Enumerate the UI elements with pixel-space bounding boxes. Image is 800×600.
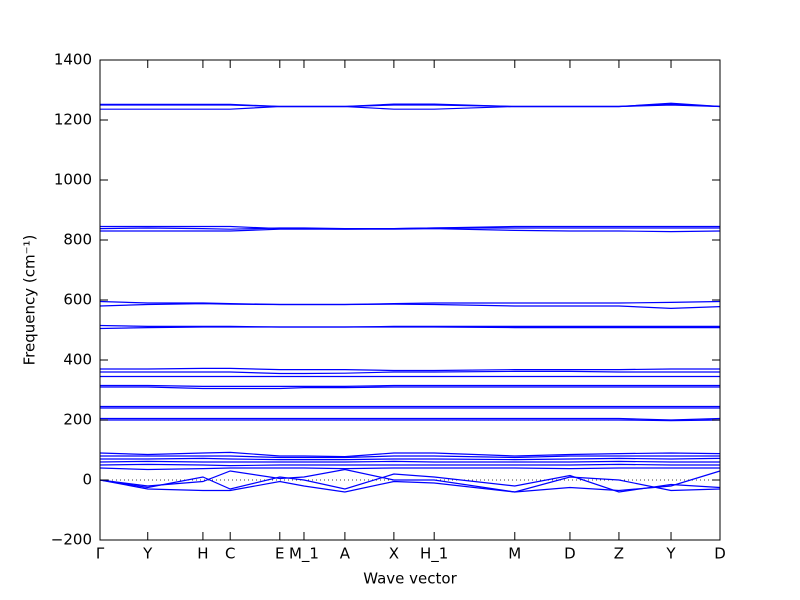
y-tick-label: 600	[63, 291, 92, 309]
band-line	[99, 460, 720, 463]
band-line	[100, 367, 720, 372]
x-tick-label: H	[197, 545, 208, 563]
band-line	[100, 386, 720, 390]
y-tick-label: 1200	[54, 111, 92, 129]
band-line	[100, 102, 721, 108]
x-tick-label: D	[714, 545, 726, 563]
x-tick-label: Z	[614, 545, 624, 563]
y-tick-label: 800	[63, 231, 92, 249]
band-line	[99, 468, 721, 493]
band-line	[100, 227, 721, 233]
x-tick-label: M	[508, 545, 521, 563]
band-line	[100, 370, 720, 375]
band-line	[100, 384, 720, 387]
x-tick-label: M_1	[289, 545, 319, 564]
y-tick-label: 1400	[54, 51, 92, 69]
x-tick-label: D	[564, 545, 576, 563]
y-tick-label: 200	[63, 411, 92, 429]
y-tick-label: −200	[51, 531, 92, 549]
x-tick-label: X	[389, 545, 399, 563]
band-line	[100, 419, 721, 422]
y-tick-label: 1000	[54, 171, 92, 189]
band-line	[99, 467, 720, 471]
x-tick-label: A	[340, 545, 351, 563]
band-line	[99, 302, 721, 310]
band-line	[99, 326, 720, 330]
x-tick-label: C	[225, 545, 235, 563]
x-axis-label: Wave vector	[363, 570, 457, 588]
band-line	[100, 417, 721, 421]
x-tick-label: Y	[665, 545, 676, 563]
band-line	[99, 227, 720, 230]
band-line	[99, 451, 721, 458]
y-axis-label: Frequency (cm⁻¹)	[21, 235, 39, 366]
band-line	[99, 473, 721, 493]
band-line	[99, 470, 721, 493]
band-line	[100, 455, 720, 459]
y-tick-label: 0	[82, 471, 92, 489]
x-tick-label: H_1	[420, 545, 448, 564]
x-tick-label: Y	[142, 545, 153, 563]
band-line	[100, 457, 721, 461]
band-line	[99, 463, 720, 467]
x-tick-label: Γ	[96, 545, 105, 563]
x-tick-label: E	[275, 545, 284, 563]
y-tick-label: 400	[63, 351, 92, 369]
